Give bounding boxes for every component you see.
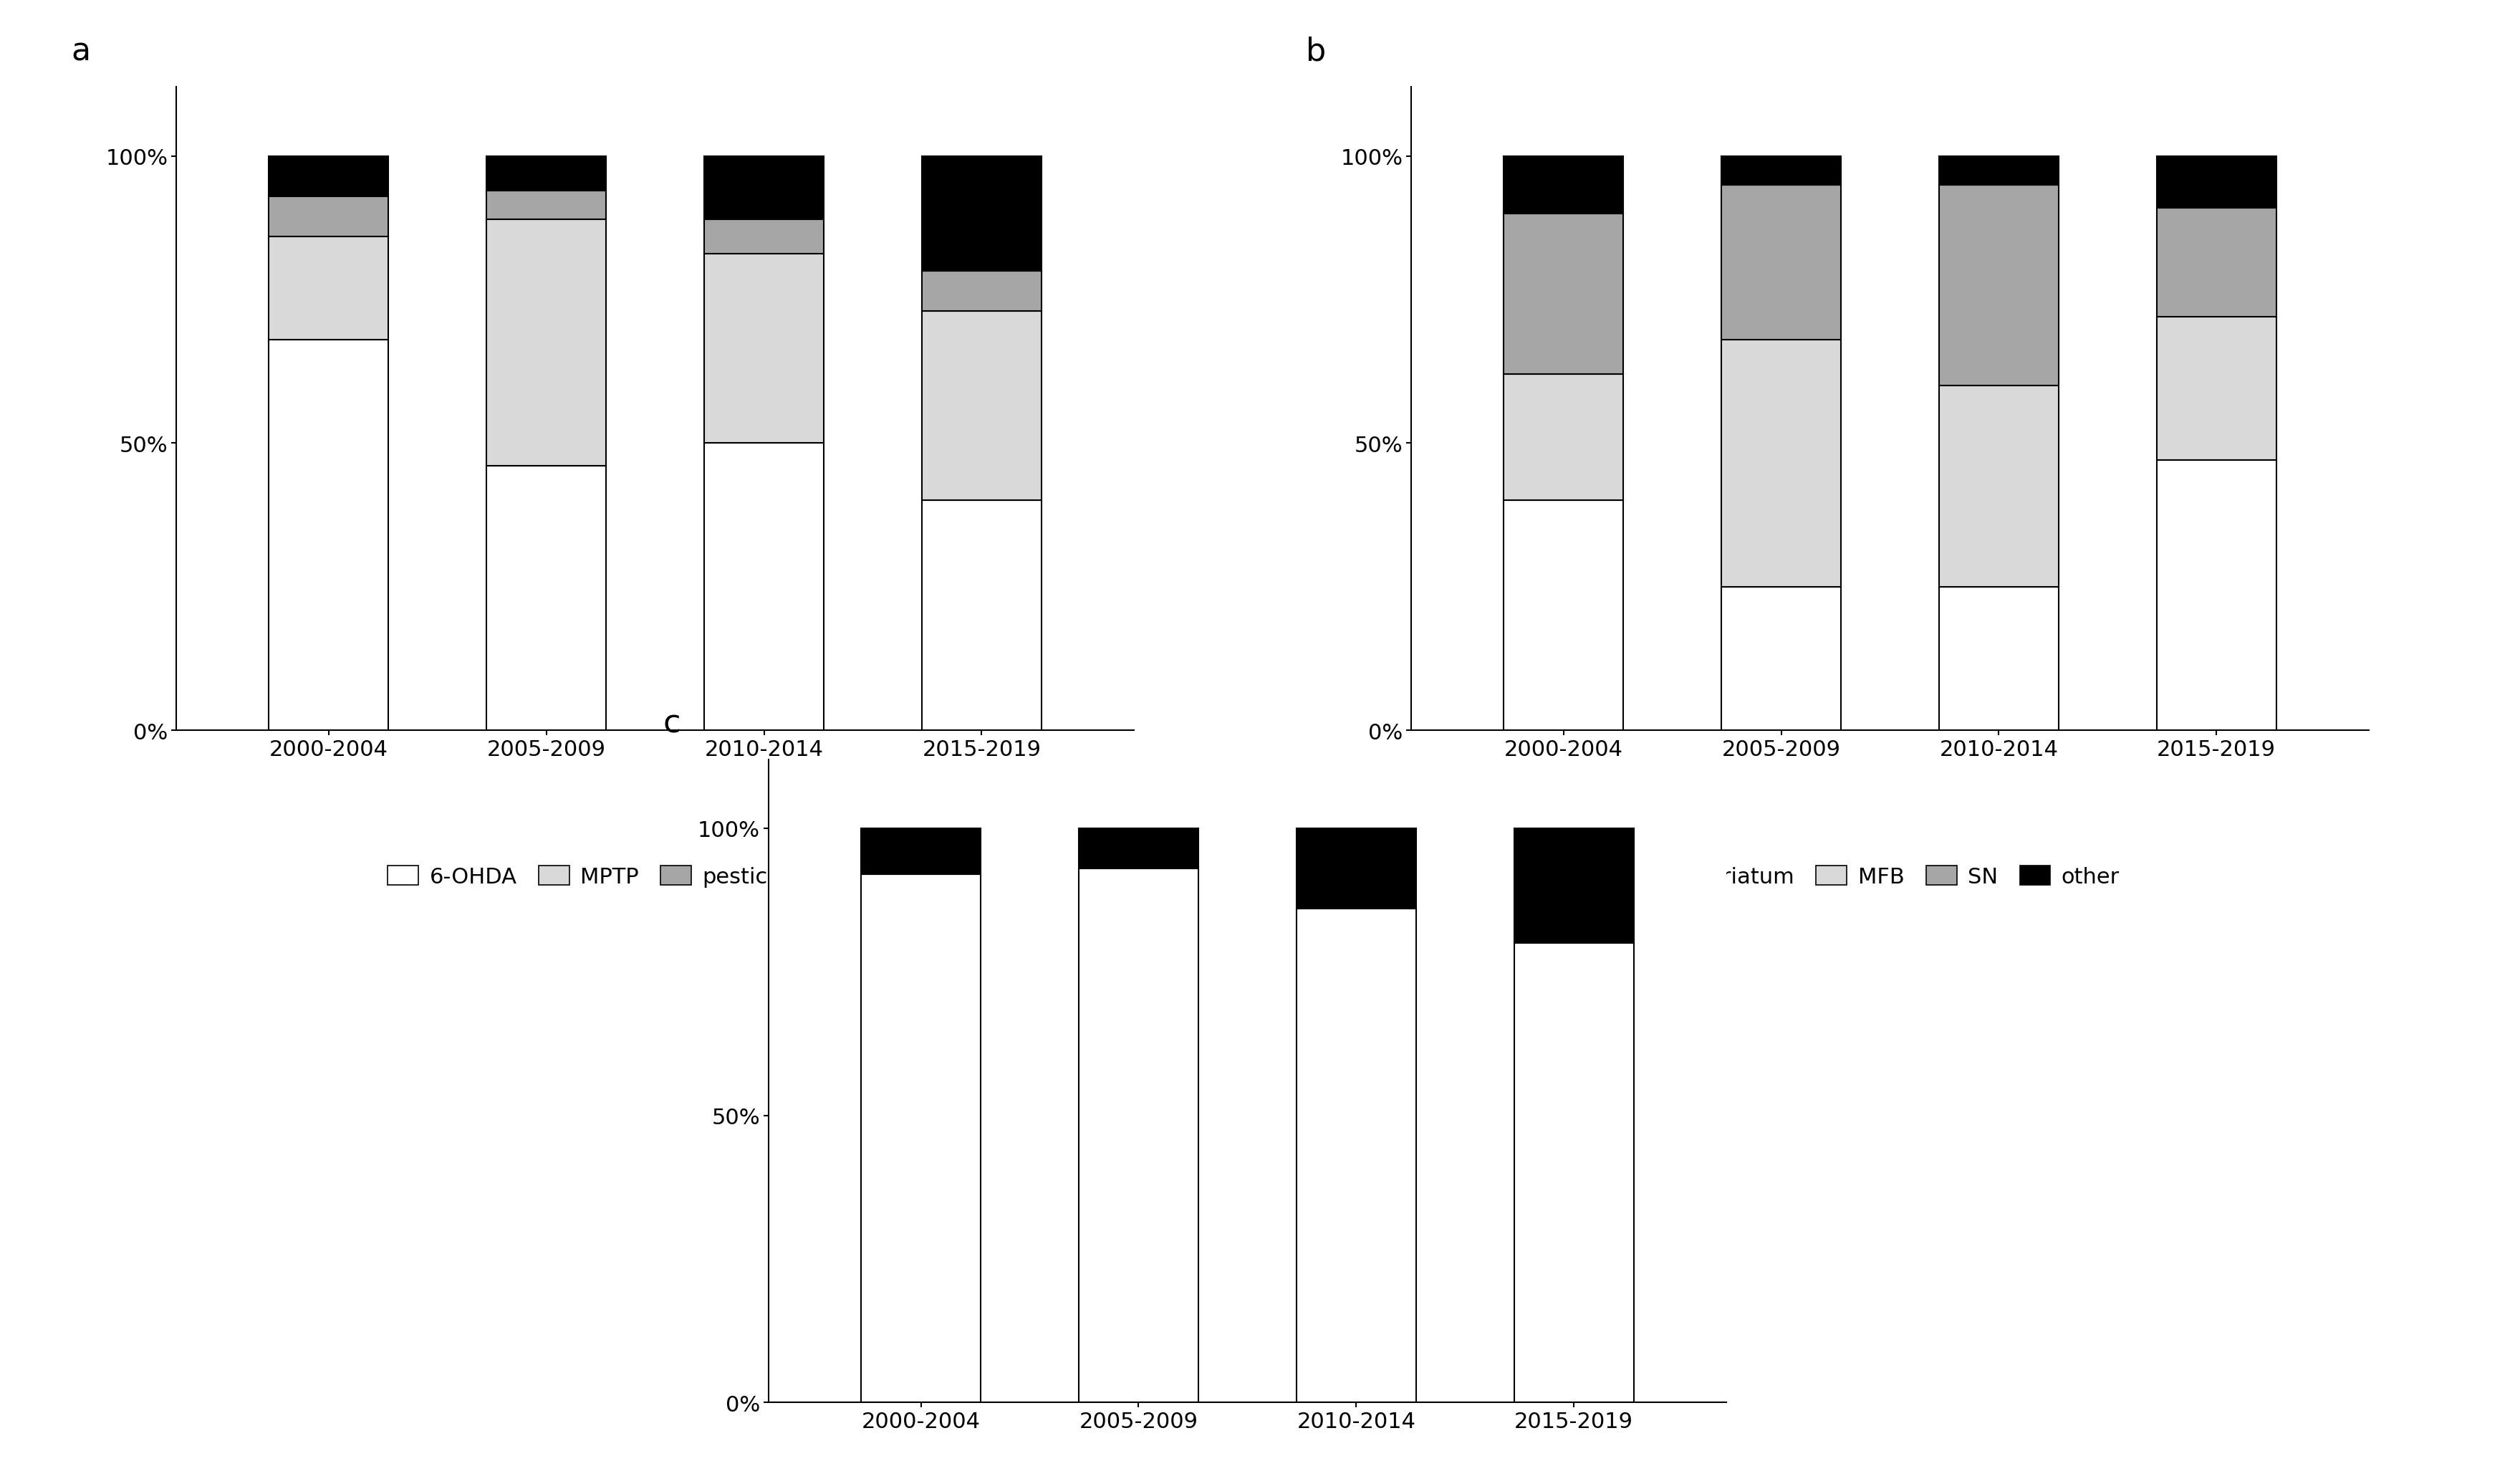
Bar — [1504, 374, 1623, 501]
Bar — [1504, 213, 1623, 374]
Bar — [270, 156, 388, 197]
Bar — [1515, 944, 1633, 1403]
Bar — [1938, 186, 2059, 386]
Bar — [486, 466, 607, 730]
Bar — [1504, 156, 1623, 213]
Bar — [2157, 317, 2276, 460]
Bar — [270, 197, 388, 237]
Bar — [1079, 869, 1200, 1403]
Bar — [1938, 156, 2059, 186]
Bar — [1721, 186, 1842, 340]
Bar — [270, 237, 388, 340]
Text: b: b — [1305, 37, 1326, 67]
Bar — [703, 219, 824, 254]
Bar — [922, 311, 1041, 501]
Bar — [486, 156, 607, 191]
Bar — [270, 340, 388, 730]
Legend: 6-OHDA, MPTP, pesticide, other: 6-OHDA, MPTP, pesticide, other — [378, 858, 932, 896]
Bar — [703, 444, 824, 730]
Bar — [922, 272, 1041, 311]
Bar — [2157, 156, 2276, 207]
Text: a: a — [71, 37, 91, 67]
Bar — [1938, 587, 2059, 730]
Bar — [1504, 501, 1623, 730]
Bar — [1295, 909, 1416, 1403]
Bar — [1721, 156, 1842, 186]
Legend: striatum, MFB, SN, other: striatum, MFB, SN, other — [1651, 858, 2129, 896]
Text: c: c — [663, 709, 680, 739]
Bar — [1295, 828, 1416, 909]
Bar — [922, 501, 1041, 730]
Bar — [922, 156, 1041, 272]
Bar — [486, 191, 607, 219]
Bar — [1938, 386, 2059, 587]
Bar — [703, 254, 824, 444]
Bar — [2157, 209, 2276, 317]
Bar — [1515, 828, 1633, 944]
Bar — [1721, 587, 1842, 730]
Bar — [1721, 340, 1842, 587]
Bar — [862, 828, 980, 875]
Bar — [862, 875, 980, 1403]
Bar — [703, 156, 824, 219]
Bar — [486, 219, 607, 466]
Bar — [1079, 828, 1200, 869]
Bar — [2157, 460, 2276, 730]
